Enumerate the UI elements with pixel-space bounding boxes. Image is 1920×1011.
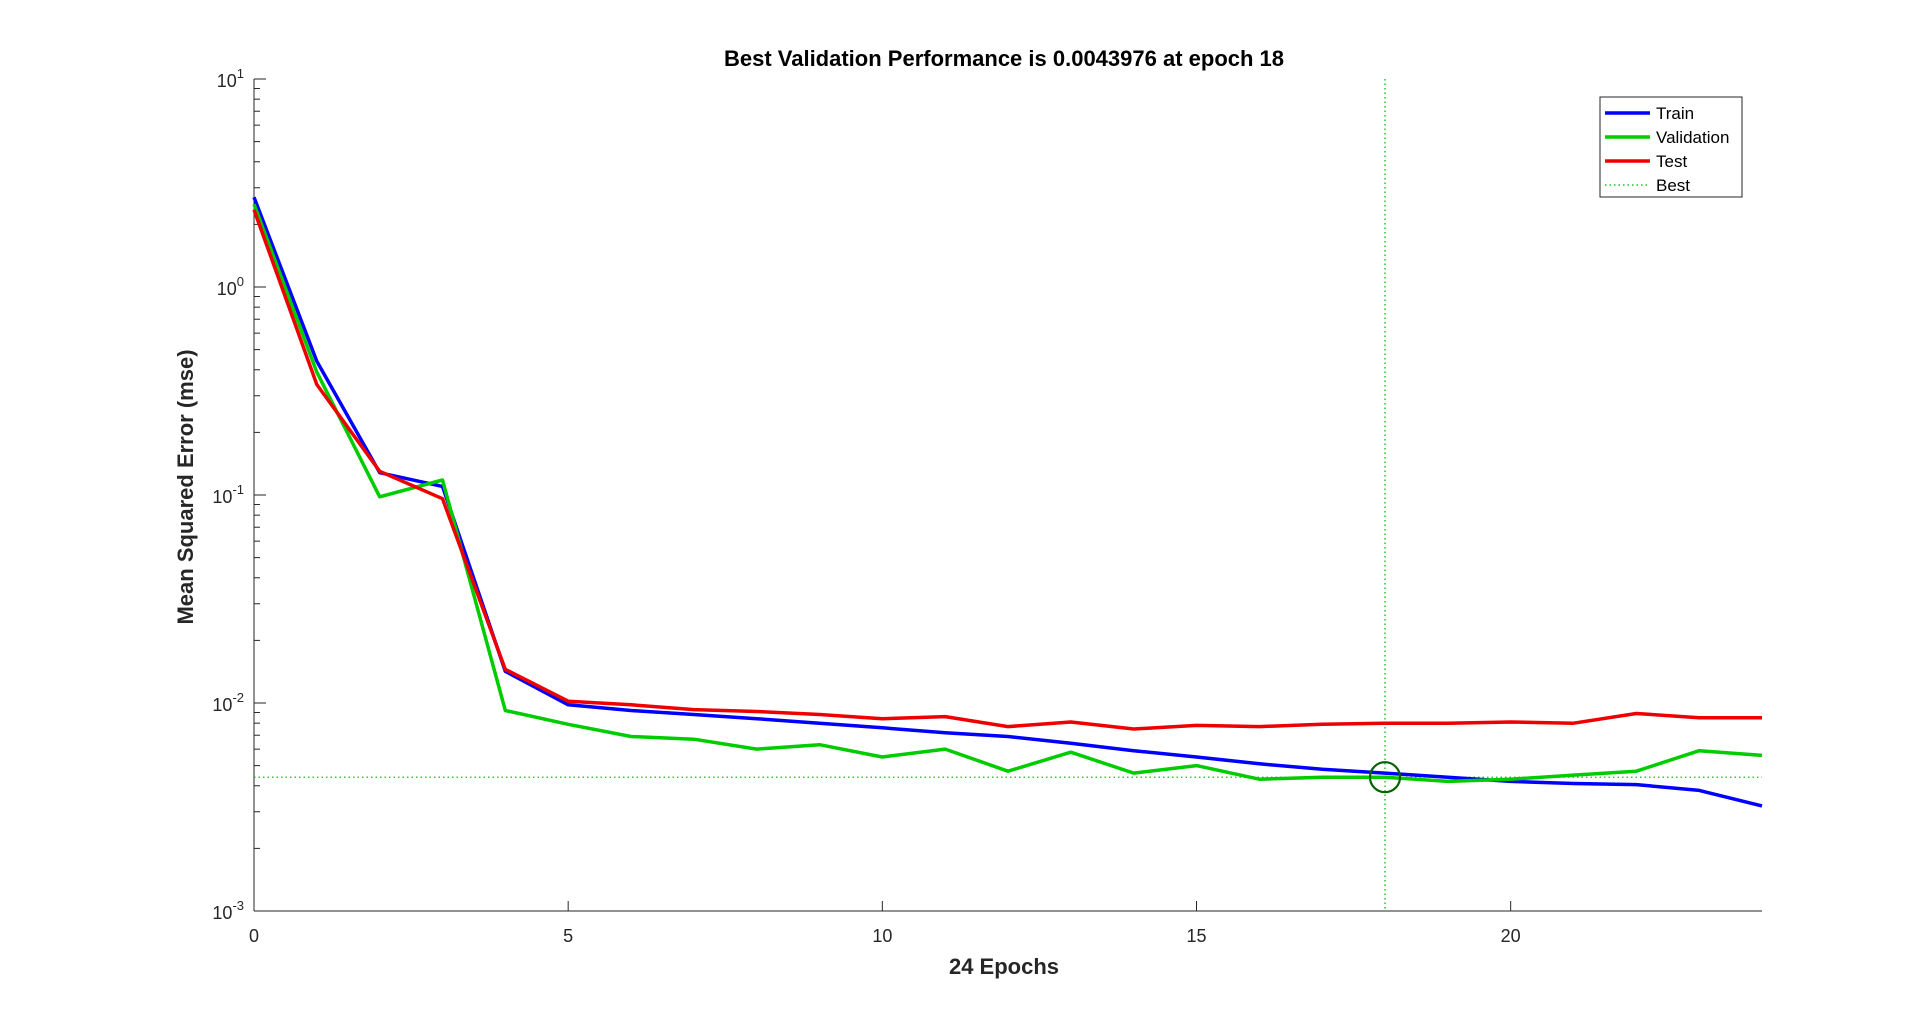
x-tick-label: 5 bbox=[563, 926, 573, 946]
legend-label-validation: Validation bbox=[1656, 128, 1729, 147]
series-line-validation bbox=[252, 203, 1763, 784]
series-line-test bbox=[252, 209, 1762, 731]
y-tick-label: 101 bbox=[217, 66, 244, 91]
legend-label-train: Train bbox=[1656, 104, 1694, 123]
x-tick-label: 15 bbox=[1186, 926, 1206, 946]
y-tick-label: 10-2 bbox=[212, 690, 244, 715]
series-line-train bbox=[252, 196, 1763, 808]
y-axis-title: Mean Squared Error (mse) bbox=[173, 349, 198, 624]
legend-label-test: Test bbox=[1656, 152, 1687, 171]
plot-area: 0 5 10 15 20 101 100 10-1 10-2 10-3 Train Validatio… bbox=[212, 66, 1763, 946]
y-tick-label: 10-1 bbox=[212, 482, 244, 507]
chart-title: Best Validation Performance is 0.0043976… bbox=[724, 46, 1284, 71]
best-point-marker bbox=[1368, 761, 1402, 794]
x-tick-label: 10 bbox=[872, 926, 892, 946]
y-tick-label: 10-3 bbox=[212, 898, 244, 923]
x-tick-label: 0 bbox=[249, 926, 259, 946]
legend-label-best: Best bbox=[1656, 176, 1690, 195]
legend: Train Validation Test Best bbox=[1599, 96, 1743, 198]
y-tick-label: 100 bbox=[217, 274, 244, 299]
x-tick-label: 20 bbox=[1501, 926, 1521, 946]
x-axis-title: 24 Epochs bbox=[949, 954, 1059, 979]
